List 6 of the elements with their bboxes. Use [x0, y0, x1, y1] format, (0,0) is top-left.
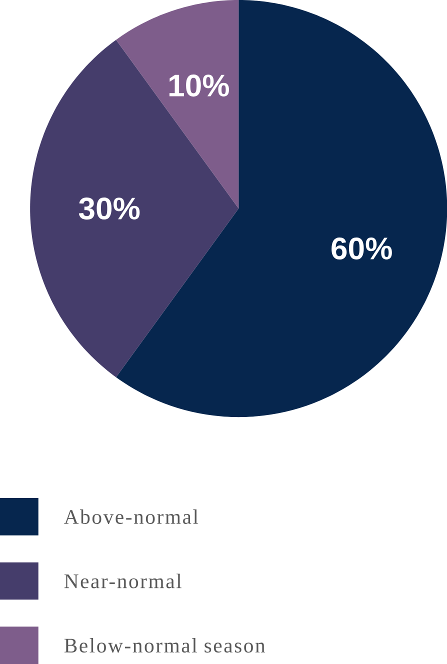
data-label: 10%	[169, 74, 229, 97]
legend-label: Below-normal season	[64, 638, 265, 653]
legend-label: Above-normal	[64, 509, 198, 524]
data-label: 60%	[332, 237, 392, 260]
data-label: 30%	[78, 197, 140, 220]
legend-label: Near-normal	[64, 574, 182, 588]
